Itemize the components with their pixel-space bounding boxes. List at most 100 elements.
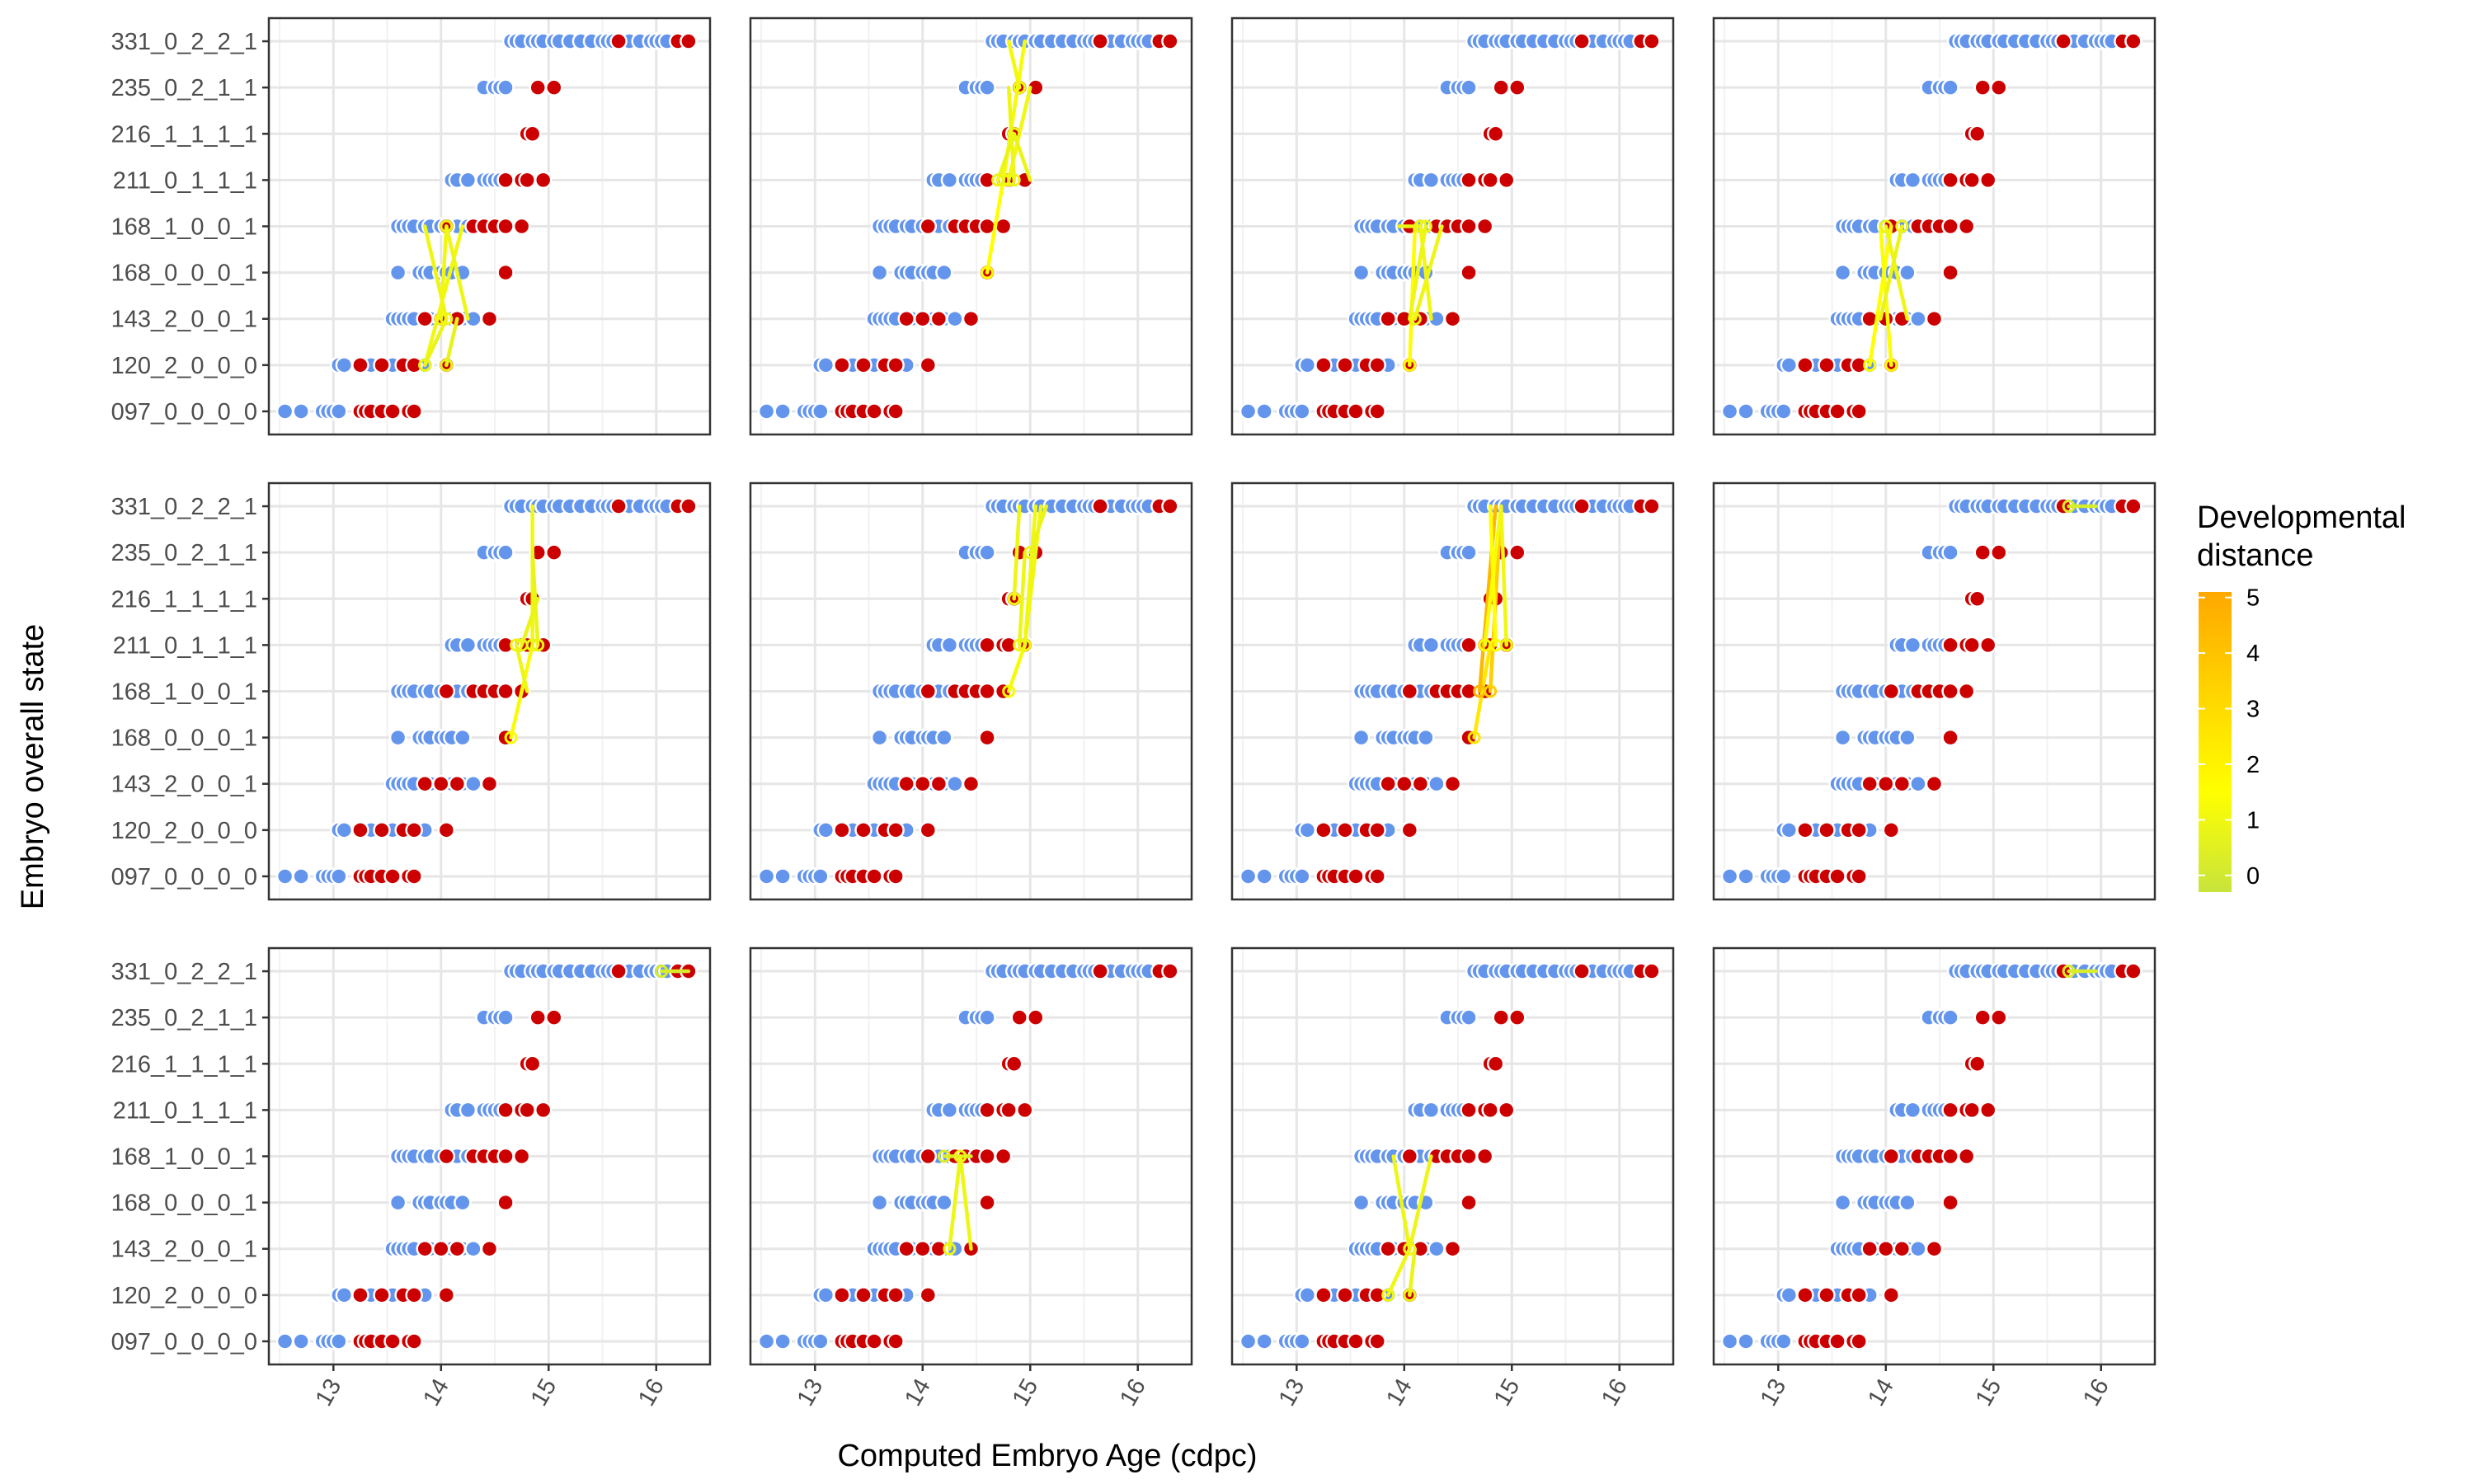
- distance-segment: [530, 550, 540, 647]
- panel-11: 13 14 15 16: [1230, 946, 1675, 1411]
- panel-7: [1230, 481, 1675, 901]
- point-red: [1963, 636, 1981, 655]
- point-blue: [1293, 402, 1311, 420]
- distance-segment: [1391, 1154, 1412, 1251]
- segment-endpoint: [1007, 173, 1021, 187]
- point-red: [919, 356, 938, 374]
- point-red: [1941, 682, 1959, 701]
- segment-endpoint: [434, 312, 448, 326]
- distance-segment: [509, 643, 534, 740]
- point-blue: [870, 1193, 889, 1212]
- segment-endpoint: [1895, 219, 1909, 233]
- distance-segment: [444, 224, 470, 321]
- distance-segment: [1867, 224, 1893, 368]
- point-red: [929, 1239, 948, 1258]
- point-red: [1161, 497, 1179, 515]
- point-red: [1941, 263, 1959, 282]
- point-red: [383, 1332, 402, 1350]
- point-blue: [978, 543, 996, 561]
- point-blue: [774, 1332, 792, 1350]
- point-red: [854, 356, 872, 374]
- point-red: [545, 78, 563, 96]
- point-red: [480, 774, 499, 793]
- point-red: [1379, 1239, 1397, 1258]
- legend-colorbar: 0 1 2 3 4 5: [2199, 585, 2260, 892]
- point-red: [1925, 309, 1944, 328]
- y-tick-label: 168_1_0_0_1: [111, 214, 257, 241]
- y-tick-label: 211_0_1_1_1: [113, 167, 257, 194]
- point-red: [523, 124, 542, 143]
- panel-border: [1712, 16, 2157, 436]
- y-tick-label: 143_2_0_0_1: [111, 307, 257, 333]
- x-tick-label: 15: [1008, 1374, 1044, 1411]
- point-blue: [1775, 402, 1793, 420]
- point-red: [1336, 1286, 1354, 1304]
- point-blue: [1903, 636, 1922, 655]
- point-red: [887, 821, 905, 839]
- y-tick-label: 235_0_2_1_1: [111, 75, 257, 101]
- point-red: [1161, 962, 1179, 980]
- point-blue: [1293, 867, 1311, 885]
- point-red: [1400, 821, 1419, 839]
- point-blue: [816, 1286, 835, 1304]
- panel-border: [749, 16, 1193, 436]
- distance-segment: [1488, 504, 1498, 647]
- point-red: [1973, 78, 1992, 96]
- point-blue: [1255, 402, 1273, 420]
- point-red: [1957, 1147, 1976, 1166]
- point-red: [1893, 1239, 1912, 1258]
- segment-endpoint: [1013, 81, 1027, 95]
- point-red: [919, 1147, 938, 1166]
- point-red: [1796, 821, 1814, 839]
- y-tick-label: 216_1_1_1_1: [111, 121, 257, 148]
- point-red: [1941, 171, 1959, 190]
- point-red: [1379, 309, 1397, 328]
- point-blue: [1833, 1193, 1852, 1212]
- point-red: [919, 682, 938, 701]
- x-tick-label: 15: [1971, 1374, 2007, 1411]
- panel-10: 13 14 15 16: [749, 946, 1193, 1411]
- y-tick-label: 235_0_2_1_1: [111, 540, 257, 566]
- point-red: [437, 682, 456, 701]
- panel-border: [749, 481, 1193, 901]
- point-blue: [1427, 774, 1446, 793]
- point-blue: [1255, 1332, 1273, 1350]
- point-red: [1368, 402, 1386, 420]
- panel-6: [749, 481, 1193, 901]
- x-tick-label: 13: [1274, 1374, 1310, 1411]
- point-red: [1027, 1008, 1045, 1026]
- y-tick-label: 097_0_0_0_0: [111, 1329, 257, 1355]
- point-red: [833, 356, 851, 374]
- panel-border: [1230, 481, 1675, 901]
- point-red: [1796, 356, 1814, 374]
- point-red: [1368, 1332, 1386, 1350]
- legend: Developmental distance 0 1 2 3 4 5: [2197, 500, 2406, 892]
- point-red: [1978, 171, 1997, 190]
- segment-endpoint: [1007, 127, 1021, 141]
- x-tick-label: 15: [526, 1374, 562, 1411]
- point-blue: [940, 171, 959, 190]
- distance-segment: [948, 1154, 962, 1251]
- point-blue: [1239, 1332, 1258, 1350]
- distance-segment: [1006, 39, 1022, 90]
- distance-segment: [514, 643, 529, 693]
- point-red: [405, 821, 423, 839]
- point-blue: [1422, 636, 1441, 655]
- point-red: [1315, 356, 1333, 374]
- point-red: [978, 1147, 996, 1166]
- segment-endpoint: [1408, 312, 1422, 326]
- point-red: [1968, 1054, 1987, 1073]
- point-red: [1161, 32, 1179, 50]
- panel-border: [749, 946, 1193, 1366]
- point-blue: [330, 867, 348, 885]
- point-red: [1850, 867, 1868, 885]
- segment-endpoint: [1884, 358, 1898, 372]
- point-red: [437, 821, 456, 839]
- y-tick-label: 235_0_2_1_1: [111, 1005, 257, 1031]
- point-red: [1004, 1054, 1023, 1073]
- point-red: [1368, 867, 1386, 885]
- point-blue: [1417, 728, 1435, 747]
- point-red: [919, 1286, 938, 1304]
- point-red: [1411, 774, 1430, 793]
- point-red: [1643, 962, 1661, 980]
